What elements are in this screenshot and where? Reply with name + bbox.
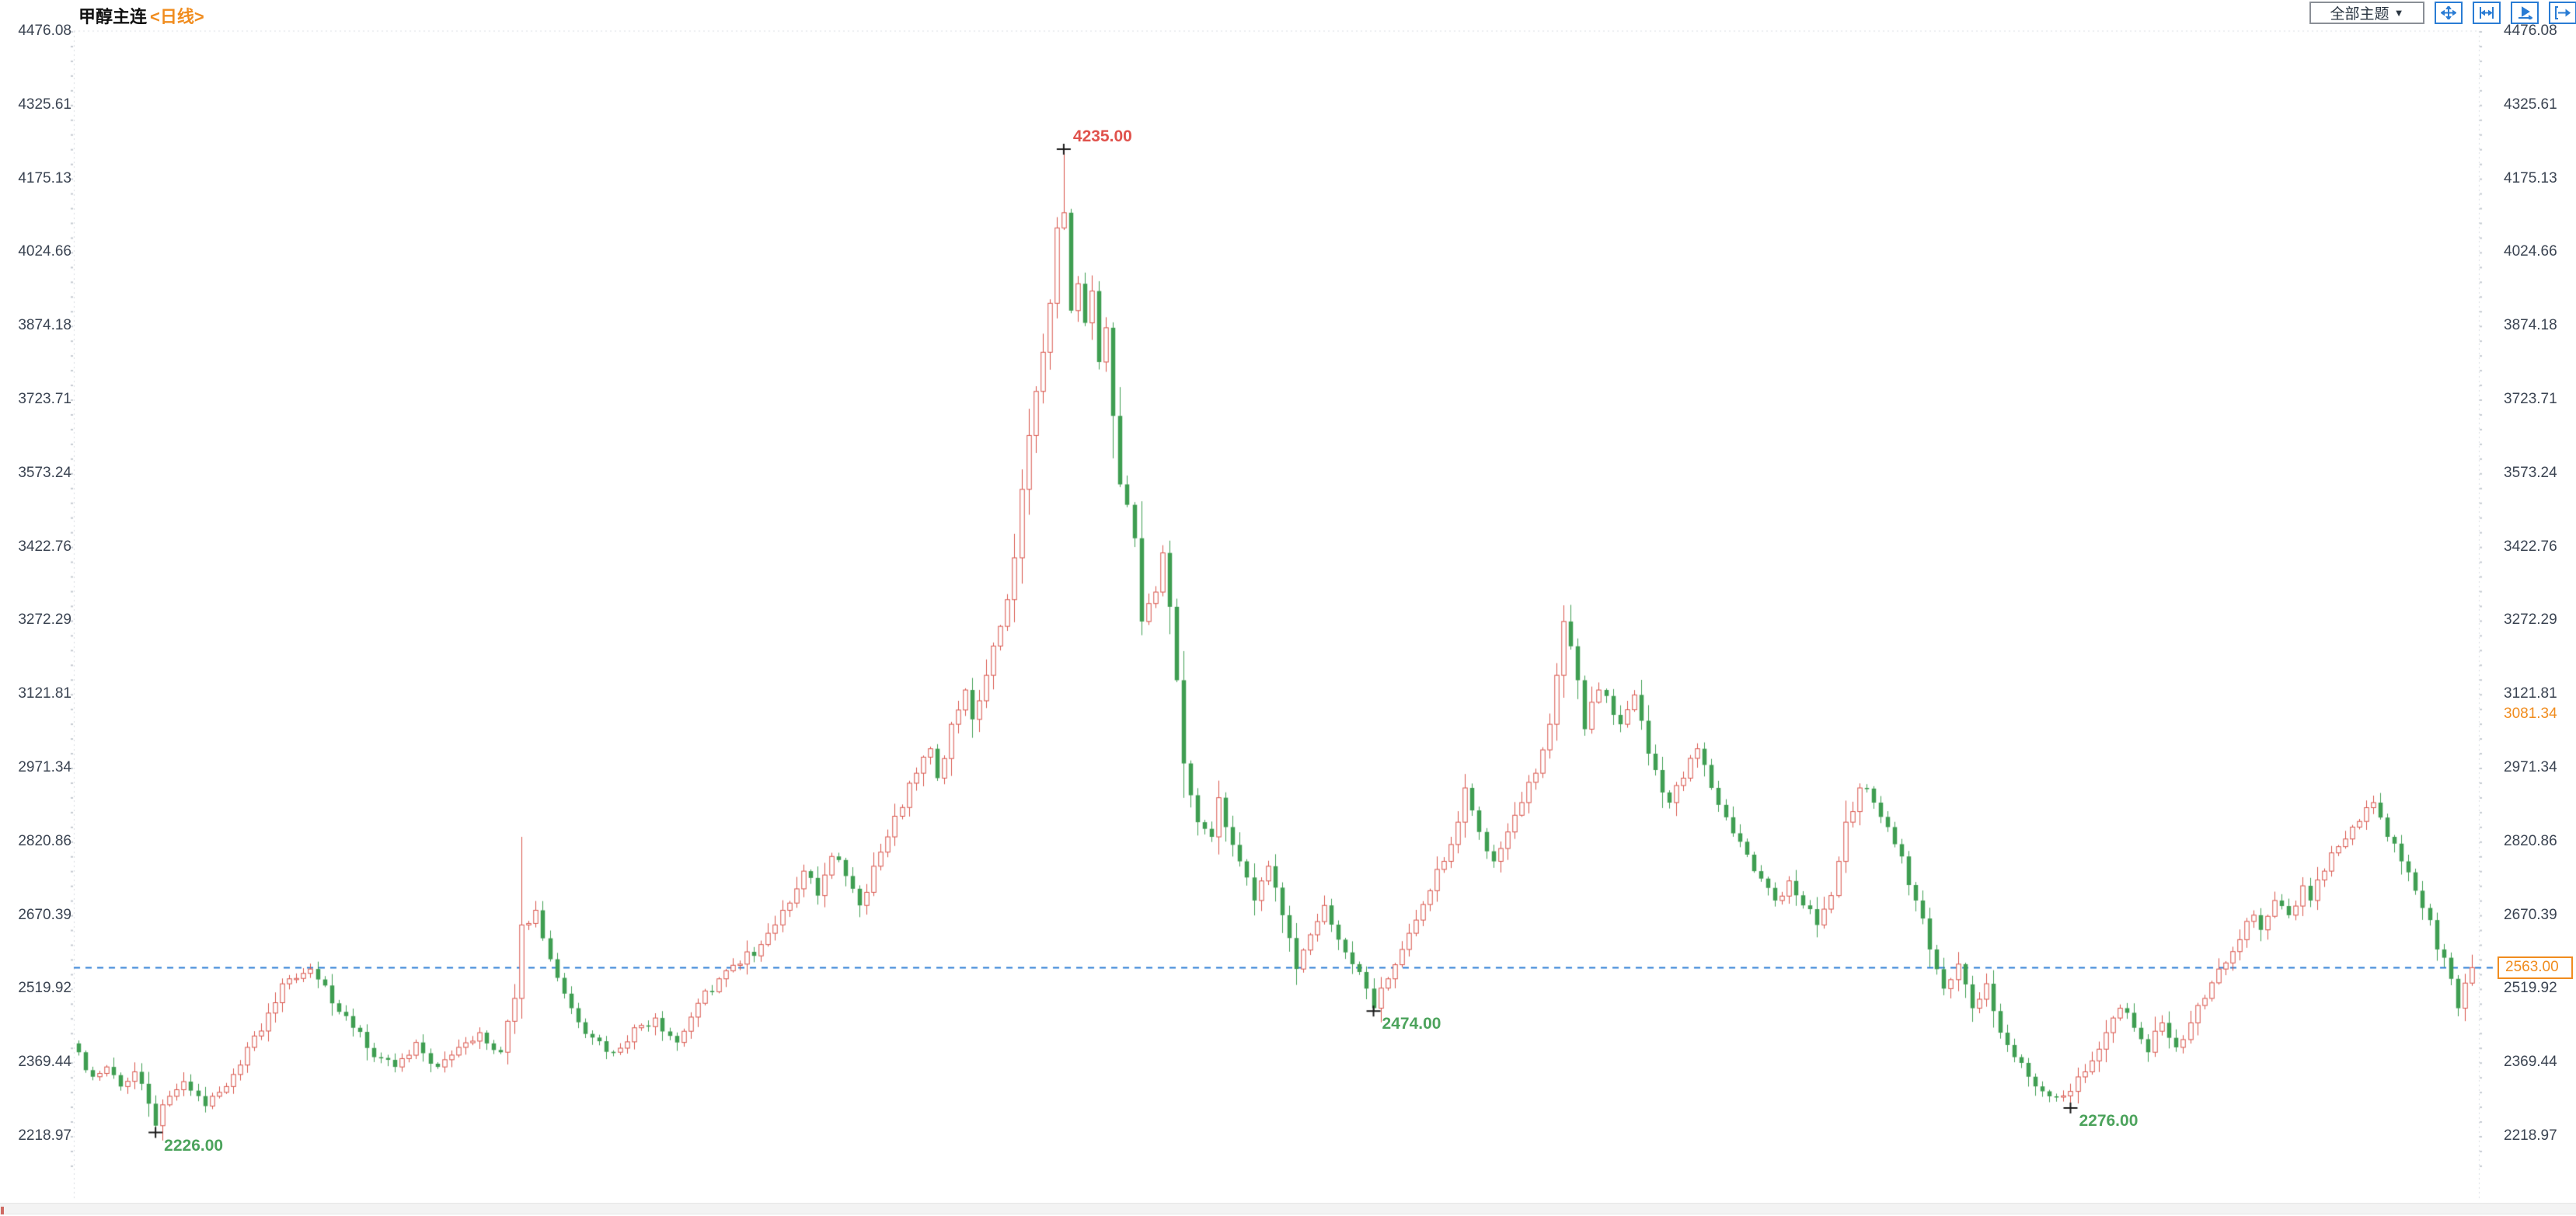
period-label: <日线> (150, 7, 204, 26)
play-forward-icon (2518, 6, 2532, 19)
jump-latest-icon (2555, 6, 2571, 19)
y-axis-label-left: 3121.81 (18, 685, 71, 702)
price-annotation-4235.00: 4235.00 (1072, 127, 1132, 145)
y-axis-label-right: 4175.13 (2504, 169, 2557, 186)
y-axis-label-right: 2218.97 (2504, 1127, 2557, 1144)
y-axis-label-right: 4325.61 (2504, 96, 2557, 113)
stray-red-mark-icon (1, 1207, 4, 1214)
y-axis-label-left: 2369.44 (18, 1054, 71, 1071)
y-axis-label-right: 4024.66 (2504, 243, 2557, 260)
y-axis-label-left: 2519.92 (18, 980, 71, 997)
y-axis-label-right: 4476.08 (2504, 23, 2557, 39)
y-axis-label-left: 4175.13 (18, 169, 71, 186)
fit-width-icon (2480, 7, 2494, 19)
y-axis-label-left: 4325.61 (18, 96, 71, 113)
theme-dropdown[interactable]: 全部主题 ▼ (2309, 2, 2424, 24)
y-axis-label-right: 3723.71 (2504, 391, 2557, 407)
last-price-label: 2563.00 (2498, 956, 2573, 979)
instrument-title: 甲醇主连 <日线> (78, 3, 204, 28)
y-axis-label-left: 2971.34 (18, 759, 71, 775)
price-annotation-2226.00: 2226.00 (164, 1136, 224, 1155)
fit-width-button[interactable] (2473, 2, 2501, 24)
y-axis-label-left: 2820.86 (18, 832, 71, 849)
y-axis-label-right: 2369.44 (2504, 1054, 2557, 1071)
y-axis-label-right: 3874.18 (2504, 317, 2557, 334)
y-axis-label-left: 3272.29 (18, 611, 71, 629)
horizontal-scrollbar[interactable] (0, 1203, 2576, 1214)
theme-dropdown-label: 全部主题 (2330, 6, 2390, 23)
y-axis-label-left: 3723.71 (18, 391, 71, 407)
y-axis-label-right: 2820.86 (2504, 832, 2557, 849)
y-axis-label-right: 2971.34 (2504, 759, 2557, 775)
jump-latest-button[interactable] (2549, 2, 2576, 24)
y-axis-label-left: 4476.08 (18, 23, 71, 39)
instrument-name: 甲醇主连 (78, 7, 148, 26)
play-forward-button[interactable] (2511, 2, 2539, 24)
price-annotation-2276.00: 2276.00 (2079, 1112, 2139, 1131)
y-axis-label-right: 3272.29 (2504, 611, 2557, 629)
dropdown-arrow-icon: ▼ (2393, 7, 2404, 19)
y-axis-label-left: 2670.39 (18, 906, 71, 923)
y-axis-label-left: 3874.18 (18, 317, 71, 334)
price-annotation-2474.00: 2474.00 (1382, 1015, 1441, 1033)
pan-tool-button[interactable] (2435, 2, 2463, 24)
y-axis-label-right: 3121.81 (2504, 685, 2557, 702)
y-axis-label-right: 2519.92 (2504, 980, 2557, 997)
chart-toolbar: 全部主题 ▼ (2309, 2, 2576, 24)
pan-tool-icon (2441, 6, 2456, 19)
y-axis-label-right: 3422.76 (2504, 538, 2557, 555)
y-axis-label-left: 3422.76 (18, 538, 71, 555)
indicator-price-label: 3081.34 (2504, 705, 2557, 723)
y-axis-label-left: 2218.97 (18, 1127, 71, 1144)
y-axis-label-right: 2670.39 (2504, 906, 2557, 923)
y-axis-label-right: 3573.24 (2504, 464, 2557, 481)
y-axis-label-left: 3573.24 (18, 464, 71, 481)
y-axis-label-left: 4024.66 (18, 243, 71, 260)
